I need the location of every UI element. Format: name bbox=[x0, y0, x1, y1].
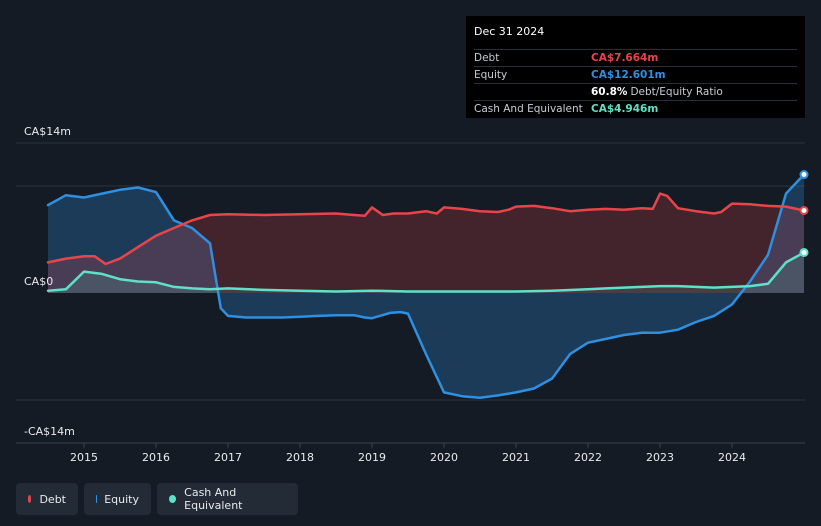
line-debt bbox=[46, 192, 806, 266]
tooltip-ratio: 60.8% Debt/Equity Ratio bbox=[591, 86, 723, 98]
legend-label: Cash And Equivalent bbox=[184, 486, 243, 512]
legend-dot-icon bbox=[28, 495, 32, 503]
tooltip-label: Cash And Equivalent bbox=[474, 103, 583, 115]
x-tick-label: 2015 bbox=[70, 451, 98, 464]
tooltip-ratio-label: Debt/Equity Ratio bbox=[630, 86, 723, 98]
area-debt bbox=[48, 193, 804, 293]
area-cash-and-equivalent bbox=[48, 252, 804, 293]
tooltip-value: 60.8% bbox=[591, 86, 628, 98]
tooltip-row-debt: Debt CA$7.664m bbox=[474, 49, 797, 67]
x-tick-label: 2019 bbox=[358, 451, 386, 464]
legend-item-cash[interactable]: Cash And Equivalent bbox=[157, 483, 298, 515]
x-tick-label: 2023 bbox=[646, 451, 674, 464]
line-cash-and-equivalent bbox=[46, 251, 806, 293]
tooltip-date: Dec 31 2024 bbox=[474, 25, 545, 38]
series-lines bbox=[46, 173, 806, 399]
marker-cash-and-equivalent bbox=[799, 247, 809, 257]
tooltip-label: Equity bbox=[474, 69, 508, 81]
x-tick-label: 2016 bbox=[142, 451, 170, 464]
x-tick-label: 2020 bbox=[430, 451, 458, 464]
tooltip-value: CA$7.664m bbox=[591, 52, 659, 64]
grid-lines bbox=[16, 142, 805, 444]
legend-item-equity[interactable]: Equity bbox=[84, 483, 151, 515]
tooltip-row-ratio: 60.8% Debt/Equity Ratio bbox=[474, 83, 797, 101]
y-tick-label: -CA$14m bbox=[24, 425, 75, 438]
marker-equity bbox=[799, 170, 809, 180]
tooltip-row-cash: Cash And Equivalent CA$4.946m bbox=[474, 100, 797, 118]
tooltip-label: Debt bbox=[474, 52, 500, 64]
line-equity bbox=[46, 173, 806, 399]
legend-dot-icon bbox=[169, 495, 177, 503]
y-axis-labels: CA$14m CA$0 -CA$14m bbox=[24, 125, 75, 438]
x-tick-label: 2024 bbox=[718, 451, 746, 464]
legend-item-debt[interactable]: Debt bbox=[16, 483, 78, 515]
tooltip-value: CA$4.946m bbox=[591, 103, 659, 115]
x-tick-label: 2017 bbox=[214, 451, 242, 464]
x-tick-label: 2018 bbox=[286, 451, 314, 464]
x-tick-label: 2021 bbox=[502, 451, 530, 464]
marker-debt bbox=[799, 205, 809, 215]
legend-label: Debt bbox=[39, 492, 66, 506]
y-tick-label: CA$14m bbox=[24, 125, 71, 138]
y-tick-label: CA$0 bbox=[24, 275, 53, 288]
tooltip-value: CA$12.601m bbox=[591, 69, 666, 81]
x-axis-labels: 2015 2016 2017 2018 2019 2020 2021 2022 2023 2024 bbox=[70, 443, 746, 464]
end-markers bbox=[799, 170, 809, 257]
x-tick-label: 2022 bbox=[574, 451, 602, 464]
tooltip-row-equity: Equity CA$12.601m bbox=[474, 66, 797, 84]
tooltip: Dec 31 2024 Debt CA$7.664m Equity CA$12.… bbox=[466, 16, 805, 118]
legend-label: Equity bbox=[104, 492, 139, 506]
